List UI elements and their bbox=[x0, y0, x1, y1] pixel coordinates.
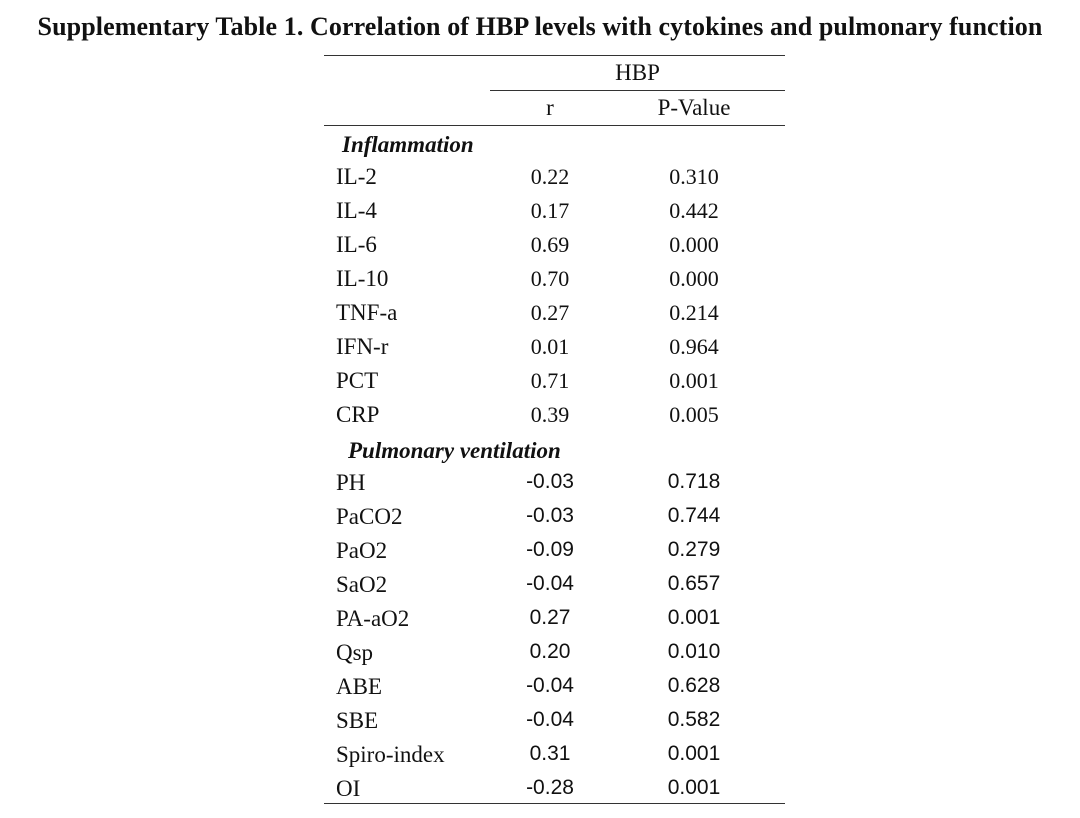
row-label: SaO2 bbox=[336, 572, 388, 597]
p-value: 0.005 bbox=[669, 402, 719, 427]
table-row: PCT 0.71 0.001 bbox=[324, 368, 785, 402]
table-row: TNF-a 0.27 0.214 bbox=[324, 300, 785, 334]
table-row: SaO2 -0.04 0.657 bbox=[324, 572, 785, 606]
row-label: IL-2 bbox=[336, 164, 377, 189]
r-value: 0.39 bbox=[530, 402, 570, 427]
table-row: Spiro-index 0.31 0.001 bbox=[324, 742, 785, 776]
table-row: IL-4 0.17 0.442 bbox=[324, 198, 785, 232]
row-label: IL-6 bbox=[336, 232, 377, 257]
p-value: 0.657 bbox=[667, 572, 721, 595]
row-label: IFN-r bbox=[336, 334, 389, 359]
r-value: 0.22 bbox=[530, 164, 570, 189]
r-value: 0.70 bbox=[530, 266, 570, 291]
table-row: CRP 0.39 0.005 bbox=[324, 402, 785, 436]
section-label-pulmonary-ventilation: Pulmonary ventilation bbox=[348, 438, 561, 463]
group-header-hbp: HBP bbox=[615, 60, 660, 85]
p-value: 0.010 bbox=[667, 640, 721, 663]
r-value: -0.28 bbox=[526, 776, 574, 799]
p-value: 0.964 bbox=[669, 334, 719, 359]
p-value: 0.582 bbox=[667, 708, 721, 731]
r-value: 0.69 bbox=[530, 232, 570, 257]
column-header-r: r bbox=[546, 95, 554, 120]
table-row: PaO2 -0.09 0.279 bbox=[324, 538, 785, 572]
p-value: 0.001 bbox=[669, 368, 719, 393]
p-value: 0.001 bbox=[667, 776, 721, 799]
r-value: -0.04 bbox=[526, 708, 574, 731]
row-label: CRP bbox=[336, 402, 380, 427]
table-row: PaCO2 -0.03 0.744 bbox=[324, 504, 785, 538]
r-value: -0.04 bbox=[526, 572, 574, 595]
row-label: OI bbox=[336, 776, 361, 801]
table-title: Supplementary Table 1. Correlation of HB… bbox=[37, 12, 1043, 41]
p-value: 0.744 bbox=[667, 504, 721, 527]
row-label: Spiro-index bbox=[336, 742, 445, 767]
row-label: PH bbox=[336, 470, 366, 495]
table-row: IL-6 0.69 0.000 bbox=[324, 232, 785, 266]
row-label: PaCO2 bbox=[336, 504, 403, 529]
r-value: 0.01 bbox=[530, 334, 570, 359]
table-row: Qsp 0.20 0.010 bbox=[324, 640, 785, 674]
row-label: IL-4 bbox=[336, 198, 377, 223]
row-label: PA-aO2 bbox=[336, 606, 410, 631]
row-label: Qsp bbox=[336, 640, 374, 665]
r-value: -0.03 bbox=[526, 470, 574, 493]
p-value: 0.000 bbox=[669, 266, 719, 291]
table-row: PA-aO2 0.27 0.001 bbox=[324, 606, 785, 640]
p-value: 0.628 bbox=[667, 674, 721, 697]
p-value: 0.279 bbox=[667, 538, 721, 561]
top-rule bbox=[324, 55, 785, 56]
p-value: 0.001 bbox=[667, 742, 721, 765]
p-value: 0.000 bbox=[669, 232, 719, 257]
r-value: 0.27 bbox=[529, 606, 571, 629]
table-row: IL-2 0.22 0.310 bbox=[324, 164, 785, 198]
r-value: -0.03 bbox=[526, 504, 574, 527]
table-row: PH -0.03 0.718 bbox=[324, 470, 785, 504]
p-value: 0.214 bbox=[669, 300, 719, 325]
r-value: -0.04 bbox=[526, 674, 574, 697]
r-value: 0.17 bbox=[530, 198, 570, 223]
bottom-rule bbox=[324, 803, 785, 804]
r-value: 0.31 bbox=[529, 742, 571, 765]
table-row: IFN-r 0.01 0.964 bbox=[324, 334, 785, 368]
p-value: 0.310 bbox=[669, 164, 719, 189]
row-label: IL-10 bbox=[336, 266, 389, 291]
header-bottom-rule bbox=[324, 125, 785, 126]
table-row: ABE -0.04 0.628 bbox=[324, 674, 785, 708]
table-row: SBE -0.04 0.582 bbox=[324, 708, 785, 742]
row-label: SBE bbox=[336, 708, 379, 733]
row-label: PCT bbox=[336, 368, 379, 393]
p-value: 0.718 bbox=[667, 470, 721, 493]
row-label: ABE bbox=[336, 674, 382, 699]
row-label: TNF-a bbox=[336, 300, 398, 325]
r-value: 0.27 bbox=[530, 300, 570, 325]
p-value: 0.442 bbox=[669, 198, 719, 223]
group-header-rule bbox=[490, 90, 785, 91]
table-row: OI -0.28 0.001 bbox=[324, 776, 785, 810]
r-value: -0.09 bbox=[526, 538, 574, 561]
column-header-p-value: P-Value bbox=[657, 95, 731, 120]
r-value: 0.71 bbox=[530, 368, 570, 393]
p-value: 0.001 bbox=[667, 606, 721, 629]
section-label-inflammation: Inflammation bbox=[342, 132, 474, 157]
row-label: PaO2 bbox=[336, 538, 388, 563]
table-row: IL-10 0.70 0.000 bbox=[324, 266, 785, 300]
r-value: 0.20 bbox=[529, 640, 571, 663]
